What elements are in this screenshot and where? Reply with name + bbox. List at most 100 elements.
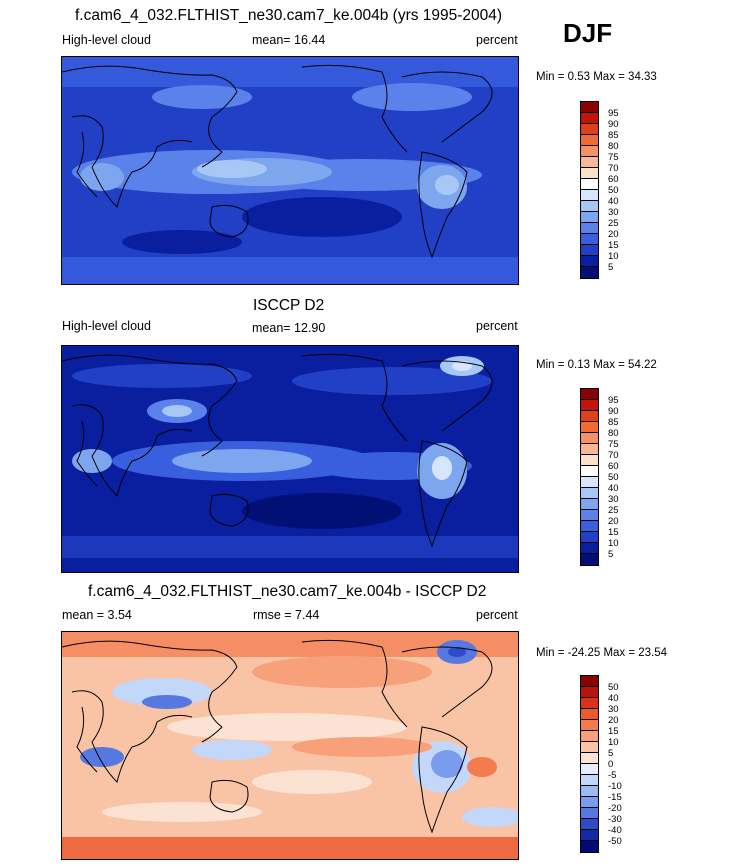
colorbar-swatch [581,201,598,212]
panel1-cb-label: 85 [608,130,619,141]
colorbar-swatch [581,433,598,444]
colorbar-swatch [581,212,598,223]
panel2-mean-label: mean= 12.90 [252,321,326,335]
colorbar-swatch [581,510,598,521]
panel2-map-svg [62,346,518,572]
colorbar-swatch [581,786,598,797]
colorbar-swatch [581,245,598,256]
panel1-cb-label: 20 [608,229,619,240]
colorbar-swatch [581,499,598,510]
panel1-cb-label: 5 [608,262,614,273]
panel2-cb-label: 40 [608,483,619,494]
colorbar-swatch [581,400,598,411]
panel2-cb-label: 15 [608,527,619,538]
colorbar-swatch [581,775,598,786]
panel1-cb-label: 50 [608,185,619,196]
panel3-mean-label: mean = 3.54 [62,608,132,622]
panel1-cb-label: 30 [608,207,619,218]
panel3-units-label: percent [476,608,518,622]
colorbar-swatch [581,223,598,234]
panel2-units-label: percent [476,319,518,333]
panel3-cb-label: -40 [608,825,622,836]
panel3-cb-label: 5 [608,748,614,759]
colorbar-swatch [581,389,598,400]
panel1-minmax: Min = 0.53 Max = 34.33 [536,71,657,83]
season-label: DJF [563,18,613,48]
panel2-cb-label: 95 [608,395,619,406]
colorbar-swatch [581,841,598,852]
panel3-cb-label: -10 [608,781,622,792]
panel2-cb-label: 80 [608,428,619,439]
colorbar-swatch [581,521,598,532]
panel1-left-label: High-level cloud [62,33,151,47]
panel1-cb-label: 60 [608,174,619,185]
panel1-units-label: percent [476,33,518,47]
panel3-rmse-label: rmse = 7.44 [253,608,320,622]
colorbar-swatch [581,444,598,455]
colorbar-swatch [581,687,598,698]
panel3-map [61,631,519,860]
panel3-cb-label: 10 [608,737,619,748]
panel2-cb-label: 50 [608,472,619,483]
colorbar-swatch [581,731,598,742]
colorbar-swatch [581,543,598,554]
panel1-cb-label: 10 [608,251,619,262]
colorbar-swatch [581,532,598,543]
panel2-cb-label: 20 [608,516,619,527]
panel1-colorbar [580,101,599,279]
panel1-cb-label: 25 [608,218,619,229]
panel1-title: f.cam6_4_032.FLTHIST_ne30.cam7_ke.004b (… [75,7,503,24]
colorbar-swatch [581,753,598,764]
panel1-cb-label: 80 [608,141,619,152]
colorbar-swatch [581,830,598,841]
colorbar-swatch [581,819,598,830]
panel2-cb-label: 70 [608,450,619,461]
colorbar-swatch [581,256,598,267]
panel2-left-label: High-level cloud [62,319,151,333]
panel3-colorbar [580,675,599,853]
colorbar-swatch [581,157,598,168]
colorbar-swatch [581,102,598,113]
panel2-map [61,345,519,573]
colorbar-swatch [581,742,598,753]
panel1-cb-label: 75 [608,152,619,163]
colorbar-swatch [581,676,598,687]
panel2-title: ISCCP D2 [253,297,325,314]
colorbar-swatch [581,234,598,245]
panel2-cb-label: 75 [608,439,619,450]
panel1-mean-label: mean= 16.44 [252,33,326,47]
panel3-title: f.cam6_4_032.FLTHIST_ne30.cam7_ke.004b -… [88,583,487,600]
panel2-cb-label: 25 [608,505,619,516]
panel3-cb-label: -50 [608,836,622,847]
colorbar-swatch [581,411,598,422]
colorbar-swatch [581,455,598,466]
panel2-colorbar [580,388,599,566]
panel2-cb-label: 90 [608,406,619,417]
panel3-minmax: Min = -24.25 Max = 23.54 [536,647,668,659]
colorbar-swatch [581,466,598,477]
panel2-cb-label: 60 [608,461,619,472]
colorbar-swatch [581,267,598,278]
colorbar-swatch [581,808,598,819]
panel3-cb-label: 0 [608,759,614,770]
panel3-map-svg [62,632,518,859]
panel2-cb-label: 30 [608,494,619,505]
panel2-cb-label: 10 [608,538,619,549]
colorbar-swatch [581,477,598,488]
colorbar-swatch [581,124,598,135]
panel1-cb-label: 15 [608,240,619,251]
panel3-cb-label: -20 [608,803,622,814]
panel2-cb-label: 5 [608,549,614,560]
panel3-cb-label: 30 [608,704,619,715]
panel3-cb-label: -15 [608,792,622,803]
panel3-cb-label: 15 [608,726,619,737]
colorbar-swatch [581,720,598,731]
colorbar-swatch [581,190,598,201]
colorbar-swatch [581,709,598,720]
panel3-cb-label: -30 [608,814,622,825]
colorbar-swatch [581,113,598,124]
colorbar-swatch [581,488,598,499]
colorbar-swatch [581,764,598,775]
colorbar-swatch [581,554,598,565]
panel1-map [61,56,519,285]
